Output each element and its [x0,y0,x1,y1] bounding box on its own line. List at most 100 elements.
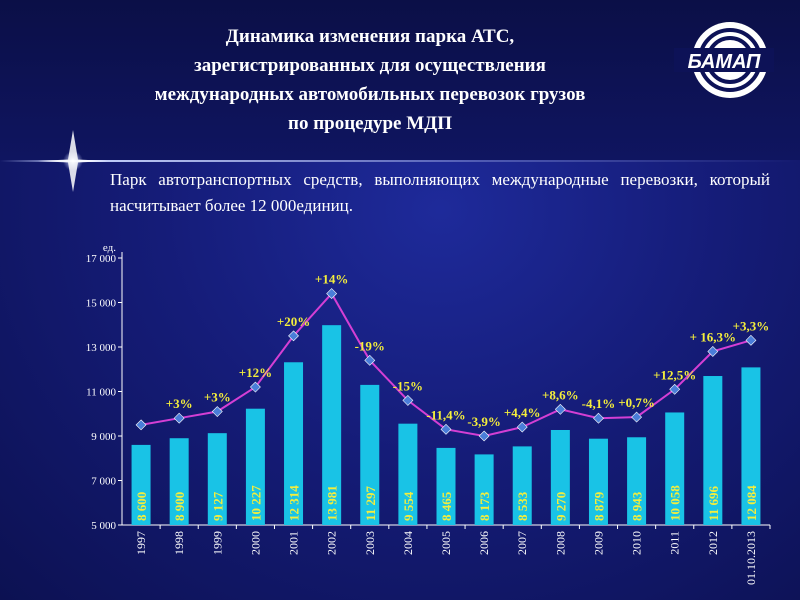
line-marker [554,403,566,415]
percent-label: -4,1% [582,396,616,411]
y-tick-label: 7 000 [91,476,116,488]
bar-value-label: 9 554 [401,491,416,521]
x-tick-label: 2010 [630,531,644,555]
bar [322,325,342,525]
percent-label: -3,9% [467,414,501,429]
line-marker [211,406,223,417]
bar-value-label: 8 900 [172,492,187,521]
x-tick-label: 2004 [401,531,415,555]
line-marker [440,423,452,435]
y-tick-label: 17 000 [86,253,117,265]
title-line-3: международных автомобильных перевозок гр… [154,84,586,105]
bar-value-label: 8 943 [630,491,645,521]
bar [131,444,151,525]
y-tick-label: 5 000 [91,520,116,532]
x-tick-label: 2000 [248,531,262,555]
x-tick-label: 2006 [477,531,491,555]
bar [550,429,570,525]
sparkle-icon [38,130,108,192]
x-tick-label: 2007 [515,531,529,555]
bar [284,362,304,525]
title-line-1: Динамика изменения парка АТС, [225,26,515,47]
bar [627,437,647,525]
percent-label: +14% [315,272,348,287]
bar-value-label: 8 173 [477,491,492,521]
bar [741,367,761,525]
x-tick-label: 2003 [363,531,377,555]
bar [588,438,608,525]
line-marker [516,421,528,433]
x-tick-label: 2009 [591,531,605,555]
chart-bars: 8 600 8 900 9 127 10 227 12 314 13 981 11 297 9… [131,325,761,525]
title-band [0,0,800,160]
line-marker [745,334,757,346]
line-marker [326,288,338,300]
percent-label: -19% [355,338,385,353]
line-marker [631,411,643,423]
y-tick-label: 9 000 [91,431,116,443]
bar-value-label: 8 465 [439,491,454,521]
line-marker [364,354,376,366]
x-tick-label: 2012 [706,531,720,555]
x-tick-label: 01.10.2013 [744,531,758,585]
percent-label: +20% [277,314,310,329]
line-marker [135,419,147,431]
bar-value-label: 12 314 [287,485,302,521]
line-marker [288,330,299,342]
line-marker [593,412,604,424]
chart-labels: +3% +3% +12% +20% +14% -19% -15%-11,4% -3,9%+4,… [166,272,770,429]
percent-label: +8,6% [542,387,579,402]
percent-label: -11,4% [426,407,465,422]
x-tick-label: 2005 [439,531,453,555]
percent-label: +12,5% [653,367,696,382]
bar [703,376,723,525]
bar-value-label: 9 270 [553,492,568,521]
bar [398,423,418,525]
percent-label: +4,4% [504,405,541,420]
percent-label: +3% [204,390,231,405]
line-marker [173,412,185,424]
percent-label: +3% [166,396,193,411]
bar-value-label: 8 879 [591,491,606,521]
x-tick-label: 1997 [134,531,148,555]
chart-line [135,288,757,442]
bamap-logo: БАМАП [674,22,774,98]
x-tick-label: 2001 [287,531,301,555]
bar [512,446,532,525]
slide-title: Динамика изменения парка АТС, зарегистри… [60,22,680,138]
x-tick-label: 2011 [668,531,682,555]
bar-value-label: 10 058 [668,485,683,521]
line-marker [249,381,261,393]
percent-label: + 16,3% [690,329,736,344]
line-marker [478,430,490,442]
x-tick-label: 1999 [210,531,224,555]
logo-text: БАМАП [688,51,761,73]
bar-value-label: 8 533 [515,491,530,521]
bar-value-label: 11 696 [706,485,721,521]
bar-value-label: 12 084 [744,485,759,521]
title-line-4: по процедуре МДП [288,113,452,134]
bar [665,412,685,525]
chart-axes: 5 000 7 000 9 000 11 000 13 000 15 000 17 000е… [86,242,771,585]
bar [245,408,265,525]
y-unit-label: ед. [103,242,116,254]
x-tick-label: 2008 [553,531,567,555]
line-marker [402,394,414,406]
x-tick-label: 2002 [325,531,339,555]
bar [474,454,494,525]
line-marker [707,346,719,357]
title-divider [0,160,800,162]
bar [207,433,227,525]
line-marker [669,383,681,395]
y-tick-label: 15 000 [86,298,117,310]
title-line-2: зарегистрированных для осуществления [194,55,546,76]
bar [360,384,380,525]
bar-value-label: 9 127 [210,491,225,521]
y-tick-label: 13 000 [86,342,117,354]
percent-label: -15% [393,378,423,393]
percent-label: +0,7% [618,395,655,410]
x-tick-label: 1998 [172,531,186,555]
percent-label: +3,3% [733,318,770,333]
bar-value-label: 11 297 [363,485,378,521]
